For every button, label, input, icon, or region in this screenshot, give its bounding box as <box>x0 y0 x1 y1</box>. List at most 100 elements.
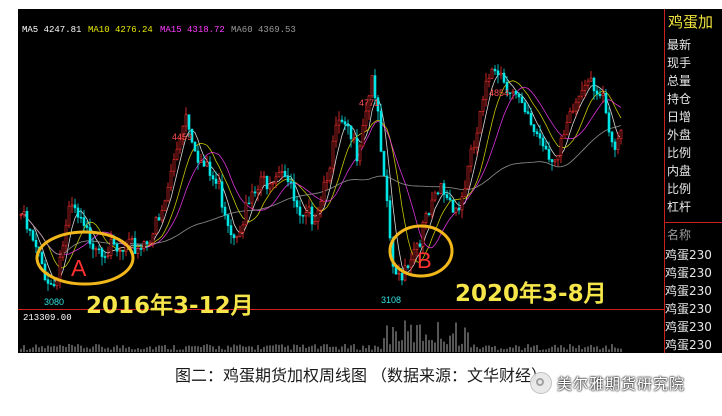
candle-body <box>262 175 266 178</box>
candle-body <box>469 148 473 167</box>
ma15-name: MA15 <box>160 25 182 35</box>
candle-body <box>169 170 173 188</box>
candle-body <box>430 199 434 215</box>
candle-body <box>250 191 254 204</box>
candle-body <box>253 191 257 194</box>
ma60-name: MA60 <box>231 25 253 35</box>
side-field-inner-volume: 内盘 <box>667 163 691 178</box>
watermark: 美尔雅期货研究院 <box>530 372 685 394</box>
candle-body <box>238 231 242 237</box>
candle-body <box>271 182 275 185</box>
candle-body <box>406 265 410 268</box>
candle-body <box>202 160 206 167</box>
candle-body <box>463 188 467 198</box>
candle-body <box>22 211 26 215</box>
candle-body <box>112 238 116 245</box>
side-list-item[interactable]: 鸡蛋230 <box>665 337 712 352</box>
side-list-item[interactable]: 鸡蛋230 <box>665 319 712 334</box>
candle-body <box>130 237 134 240</box>
candle-body <box>229 225 233 236</box>
price-label-4854: 4854 <box>489 88 509 98</box>
ma15-value: 4318.72 <box>187 25 225 35</box>
candle-body <box>91 243 95 250</box>
candle-body <box>442 183 446 195</box>
candle-body <box>427 213 431 215</box>
candle-body <box>196 150 200 163</box>
candle-body <box>100 248 104 257</box>
candle-body <box>268 183 272 190</box>
price-label-3108: 3108 <box>381 295 401 305</box>
candle-body <box>373 75 377 99</box>
region-a-ellipse <box>35 230 135 286</box>
watermark-text: 美尔雅期货研究院 <box>557 374 686 393</box>
candle-body <box>472 146 476 150</box>
candle-body <box>46 279 50 284</box>
candle-body <box>259 176 263 191</box>
candle-body <box>451 199 455 213</box>
candle-body <box>73 204 77 209</box>
side-list-item[interactable]: 鸡蛋230 <box>665 265 712 280</box>
candle-body <box>52 284 56 287</box>
region-b-ellipse <box>388 224 454 278</box>
ma10-value: 4276.24 <box>115 25 153 35</box>
candle-body <box>274 176 278 184</box>
candle-body <box>97 248 101 251</box>
side-list-item[interactable]: 鸡蛋230 <box>665 247 712 262</box>
candle-body <box>457 207 461 211</box>
candle-body <box>82 217 86 226</box>
candle-body <box>256 189 260 194</box>
candle-body <box>172 159 176 172</box>
candle-body <box>424 213 428 223</box>
candle-body <box>529 113 533 125</box>
candle-body <box>388 200 392 239</box>
candle-body <box>562 134 566 139</box>
candle-body <box>502 72 506 83</box>
weekly-candlestick-chart: MA5 4247.81 MA10 4276.24 MA15 4318.72 MA… <box>18 9 722 353</box>
candle-body <box>613 141 617 150</box>
candle-body <box>364 110 368 126</box>
candle-body <box>166 186 170 202</box>
candle-body <box>541 137 545 147</box>
candle-body <box>514 90 518 95</box>
candle-body <box>556 155 560 161</box>
candle-body <box>616 138 620 150</box>
candle-body <box>505 81 509 93</box>
candle-body <box>205 161 209 167</box>
candle-body <box>436 192 440 195</box>
candle-body <box>334 124 338 142</box>
side-field-open-interest: 持仓 <box>667 91 691 106</box>
side-field-latest: 最新 <box>667 37 691 52</box>
ma60-label: MA60 4369.53 <box>231 25 296 35</box>
candle-body <box>163 200 167 211</box>
side-field-outer-ratio: 比例 <box>667 146 691 160</box>
candle-body <box>367 95 371 112</box>
candle-body <box>379 110 383 152</box>
candle-body <box>607 112 611 133</box>
candle-body <box>232 234 236 239</box>
candle-body <box>553 159 557 163</box>
ma10-label: MA10 4276.24 <box>88 25 153 35</box>
region-b-period: 2020年3-8月 <box>455 280 607 307</box>
candle-body <box>421 222 425 247</box>
candle-body <box>484 81 488 101</box>
side-list-item[interactable]: 鸡蛋230 <box>665 283 712 298</box>
candle-body <box>25 211 29 230</box>
candle-body <box>550 159 554 163</box>
side-panel-background <box>664 9 722 353</box>
candle-body <box>382 151 386 177</box>
candle-body <box>481 99 485 112</box>
candle-body <box>58 256 62 281</box>
candle-body <box>328 167 332 181</box>
ma5-value: 4247.81 <box>44 25 82 35</box>
candle-body <box>49 283 53 285</box>
candle-body <box>220 181 224 208</box>
candle-body <box>355 137 359 162</box>
candle-body <box>85 225 89 228</box>
candle-body <box>313 221 317 225</box>
candle-body <box>619 129 623 140</box>
side-list-header: 名称 <box>667 227 691 242</box>
side-list-item[interactable]: 鸡蛋230 <box>665 301 712 316</box>
candle-body <box>106 255 110 257</box>
candle-body <box>319 201 323 211</box>
candle-body <box>148 242 152 245</box>
